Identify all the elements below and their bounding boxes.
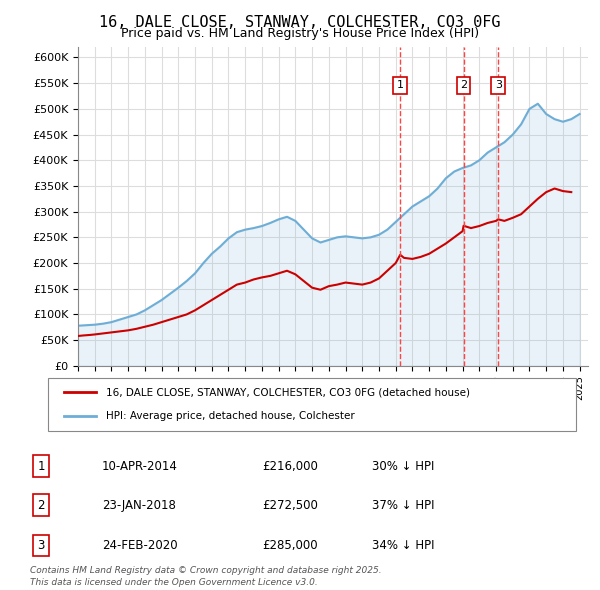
Text: £285,000: £285,000 (262, 539, 317, 552)
Text: Price paid vs. HM Land Registry's House Price Index (HPI): Price paid vs. HM Land Registry's House … (121, 27, 479, 40)
Text: 16, DALE CLOSE, STANWAY, COLCHESTER, CO3 0FG (detached house): 16, DALE CLOSE, STANWAY, COLCHESTER, CO3… (106, 388, 470, 398)
Text: 24-FEB-2020: 24-FEB-2020 (102, 539, 178, 552)
Text: £216,000: £216,000 (262, 460, 318, 473)
Text: 23-JAN-2018: 23-JAN-2018 (102, 499, 176, 512)
Text: 2: 2 (460, 80, 467, 90)
Text: 1: 1 (397, 80, 404, 90)
Text: 34% ↓ HPI: 34% ↓ HPI (372, 539, 435, 552)
Text: 3: 3 (37, 539, 45, 552)
Text: 37% ↓ HPI: 37% ↓ HPI (372, 499, 435, 512)
Text: This data is licensed under the Open Government Licence v3.0.: This data is licensed under the Open Gov… (30, 578, 318, 587)
Text: £272,500: £272,500 (262, 499, 318, 512)
Text: 30% ↓ HPI: 30% ↓ HPI (372, 460, 434, 473)
Text: 2: 2 (37, 499, 45, 512)
Text: 16, DALE CLOSE, STANWAY, COLCHESTER, CO3 0FG: 16, DALE CLOSE, STANWAY, COLCHESTER, CO3… (99, 15, 501, 30)
FancyBboxPatch shape (48, 378, 576, 431)
Text: 1: 1 (37, 460, 45, 473)
Text: 10-APR-2014: 10-APR-2014 (102, 460, 178, 473)
Text: Contains HM Land Registry data © Crown copyright and database right 2025.: Contains HM Land Registry data © Crown c… (30, 566, 382, 575)
Text: 3: 3 (495, 80, 502, 90)
Text: HPI: Average price, detached house, Colchester: HPI: Average price, detached house, Colc… (106, 411, 355, 421)
